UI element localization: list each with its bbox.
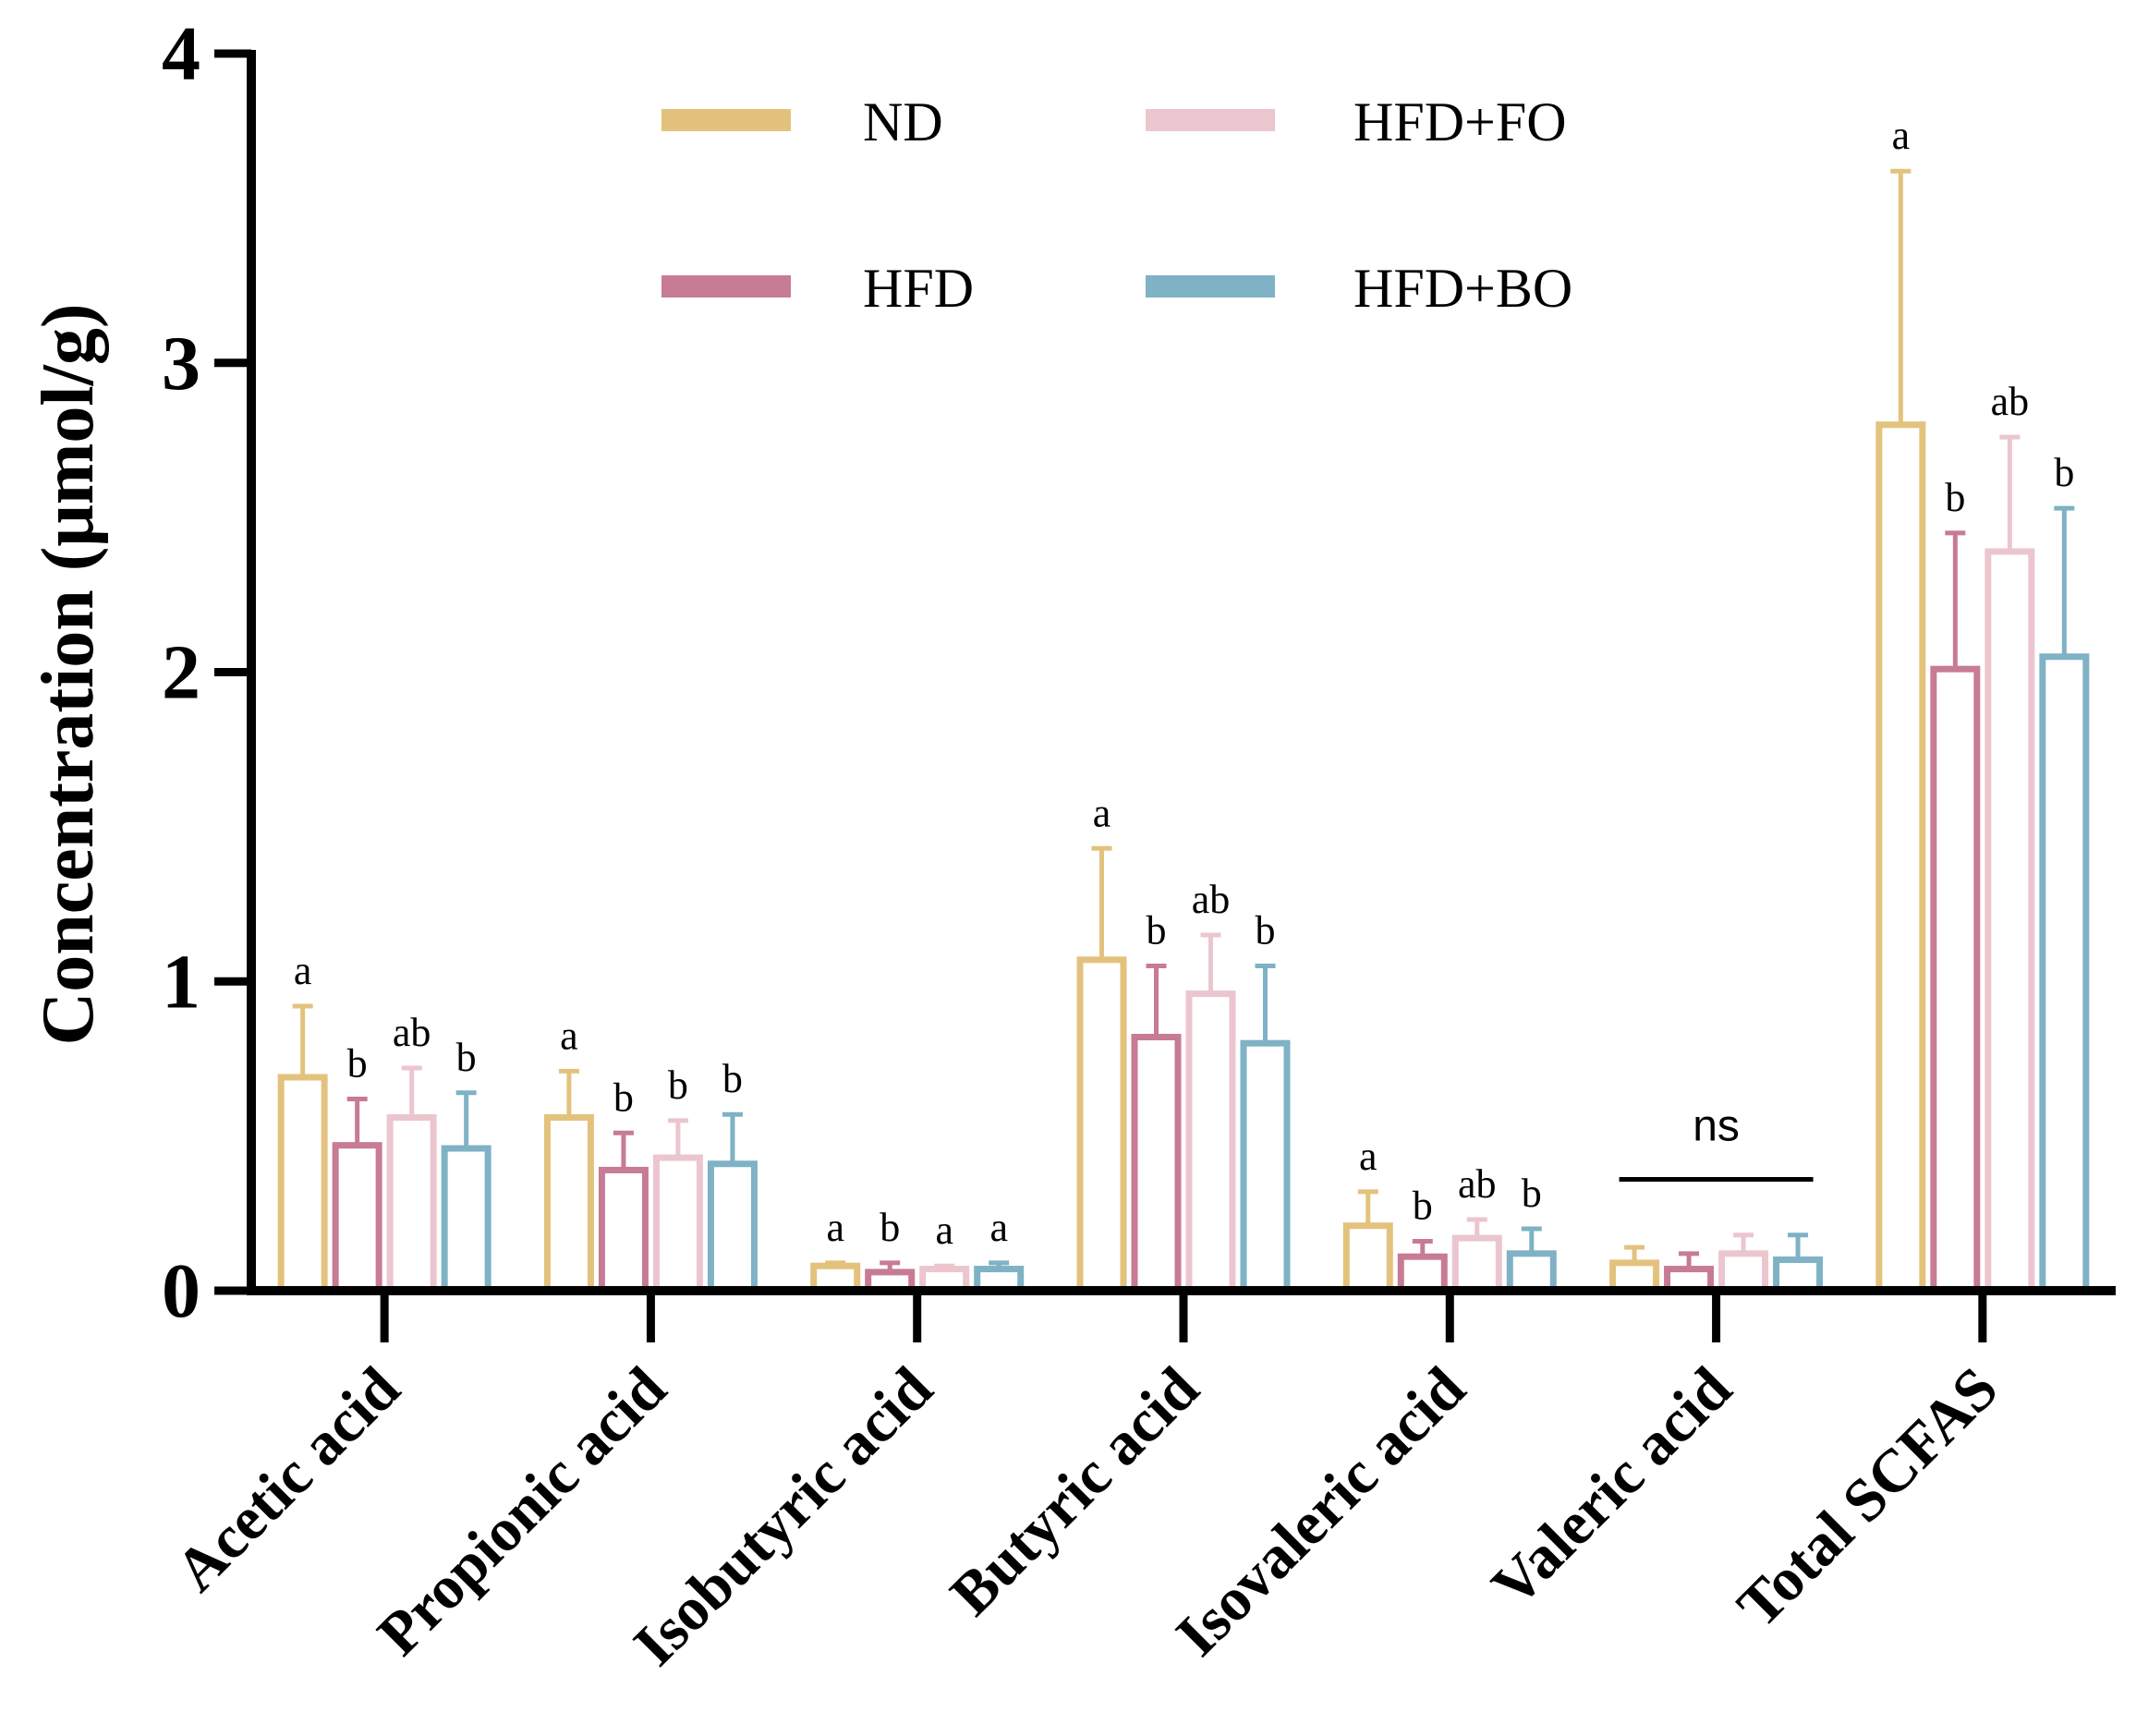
significance-label: b	[347, 1040, 368, 1086]
bar	[1342, 1222, 1393, 1294]
significance-label: ab	[393, 1010, 431, 1055]
bar	[2039, 653, 2090, 1294]
y-tick-label: 1	[162, 939, 200, 1025]
significance-label: b	[613, 1074, 634, 1120]
bar	[332, 1142, 382, 1294]
legend-label: ND	[863, 91, 943, 152]
x-tick-label: Butyric acid	[938, 1354, 1212, 1629]
significance-label: b	[880, 1205, 900, 1250]
bar	[1240, 1039, 1291, 1294]
bar	[441, 1145, 492, 1294]
bar	[1506, 1250, 1557, 1294]
bar	[1131, 1034, 1182, 1294]
bar	[1397, 1253, 1448, 1294]
significance-label: a	[1359, 1134, 1377, 1179]
significance-label: a	[294, 948, 312, 993]
y-tick-label: 3	[162, 321, 200, 407]
legend: ND HFD HFD+FO HFD+BO	[661, 91, 1572, 319]
significance-label: a	[989, 1205, 1008, 1250]
significance-label: b	[1413, 1183, 1433, 1228]
legend-label: HFD+FO	[1353, 91, 1567, 152]
bar	[1875, 421, 1926, 1294]
significance-label: b	[2054, 450, 2074, 495]
significance-label: b	[722, 1056, 743, 1101]
bar	[1451, 1234, 1502, 1294]
significance-label: b	[456, 1035, 477, 1080]
bar	[1930, 665, 1981, 1294]
significance-label: ab	[1458, 1161, 1497, 1207]
significance-label: b	[1945, 475, 1965, 520]
bar	[707, 1160, 758, 1294]
bar	[652, 1154, 703, 1294]
bar	[1718, 1250, 1769, 1294]
legend-label: HFD	[863, 258, 974, 319]
significance-label: a	[1892, 113, 1911, 158]
x-tick-label: Acetic acid	[163, 1354, 413, 1605]
ns-label: ns	[1693, 1101, 1740, 1150]
significance-label: b	[1147, 908, 1167, 953]
x-tick-label: Valeric acid	[1479, 1354, 1744, 1620]
y-axis-label: Concentration (μmol/g)	[28, 303, 109, 1045]
bar	[386, 1114, 437, 1294]
significance-label: a	[560, 1013, 578, 1058]
significance-label: b	[1522, 1171, 1542, 1216]
axes-layer: 0 1 2 3 4	[162, 11, 2116, 1342]
bar	[1076, 956, 1127, 1294]
significance-label: b	[1256, 908, 1276, 953]
y-tick-label: 4	[162, 11, 200, 97]
y-tick-label: 0	[162, 1248, 200, 1334]
legend-label: HFD+BO	[1353, 258, 1572, 319]
significance-label: ab	[1991, 379, 2030, 424]
bar	[598, 1166, 649, 1294]
significance-label: a	[1093, 790, 1111, 835]
bar	[1773, 1256, 1824, 1294]
bar	[277, 1074, 328, 1294]
bar	[543, 1114, 594, 1294]
significance-label: b	[668, 1062, 688, 1108]
bar	[1984, 548, 2035, 1294]
significance-label: a	[935, 1208, 953, 1253]
x-tick-label: Total SCFAS	[1725, 1354, 2011, 1641]
y-tick-label: 2	[162, 630, 200, 716]
significance-label: ab	[1192, 877, 1231, 922]
significance-label: a	[826, 1205, 844, 1250]
bar	[1185, 990, 1236, 1294]
bars-layer	[277, 168, 2090, 1294]
